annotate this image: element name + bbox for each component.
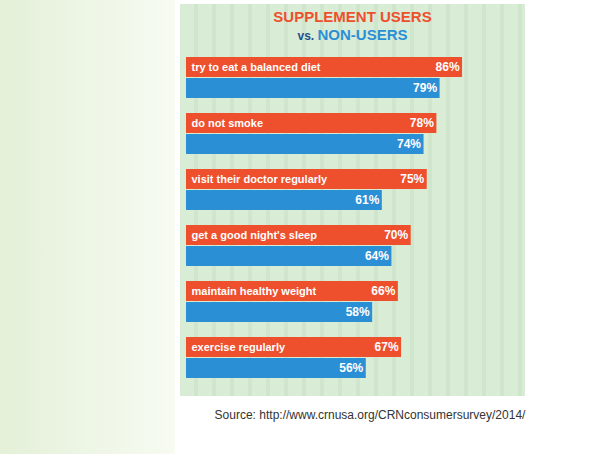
svg-text:maintain healthy weight: maintain healthy weight — [192, 285, 317, 297]
svg-text:61%: 61% — [355, 193, 379, 207]
svg-text:66%: 66% — [371, 284, 395, 298]
html-text:SUPPLEMENT USERS: SUPPLEMENT USERS — [273, 8, 432, 25]
svg-text:exercise regularly: exercise regularly — [192, 341, 286, 353]
svg-text:64%: 64% — [365, 249, 389, 263]
svg-text:do not smoke: do not smoke — [192, 117, 264, 129]
svg-text:try to eat a balanced diet: try to eat a balanced diet — [192, 61, 321, 73]
svg-text:79%: 79% — [413, 81, 437, 95]
svg-text:70%: 70% — [384, 228, 408, 242]
svg-text:86%: 86% — [436, 60, 460, 74]
html-text:vs.NON-USERS: vs.NON-USERS — [297, 26, 408, 43]
svg-text:67%: 67% — [375, 340, 399, 354]
svg-text:58%: 58% — [346, 305, 370, 319]
svg-text:visit their doctor regularly: visit their doctor regularly — [192, 173, 329, 185]
svg-text:78%: 78% — [410, 116, 434, 130]
svg-text:56%: 56% — [339, 361, 363, 375]
html-text:Source: http://www.crnusa.org/: Source: http://www.crnusa.org/CRNconsume… — [214, 408, 526, 422]
svg-text:75%: 75% — [400, 172, 424, 186]
svg-text:get a good night's sleep: get a good night's sleep — [192, 229, 318, 241]
svg-text:74%: 74% — [397, 137, 421, 151]
